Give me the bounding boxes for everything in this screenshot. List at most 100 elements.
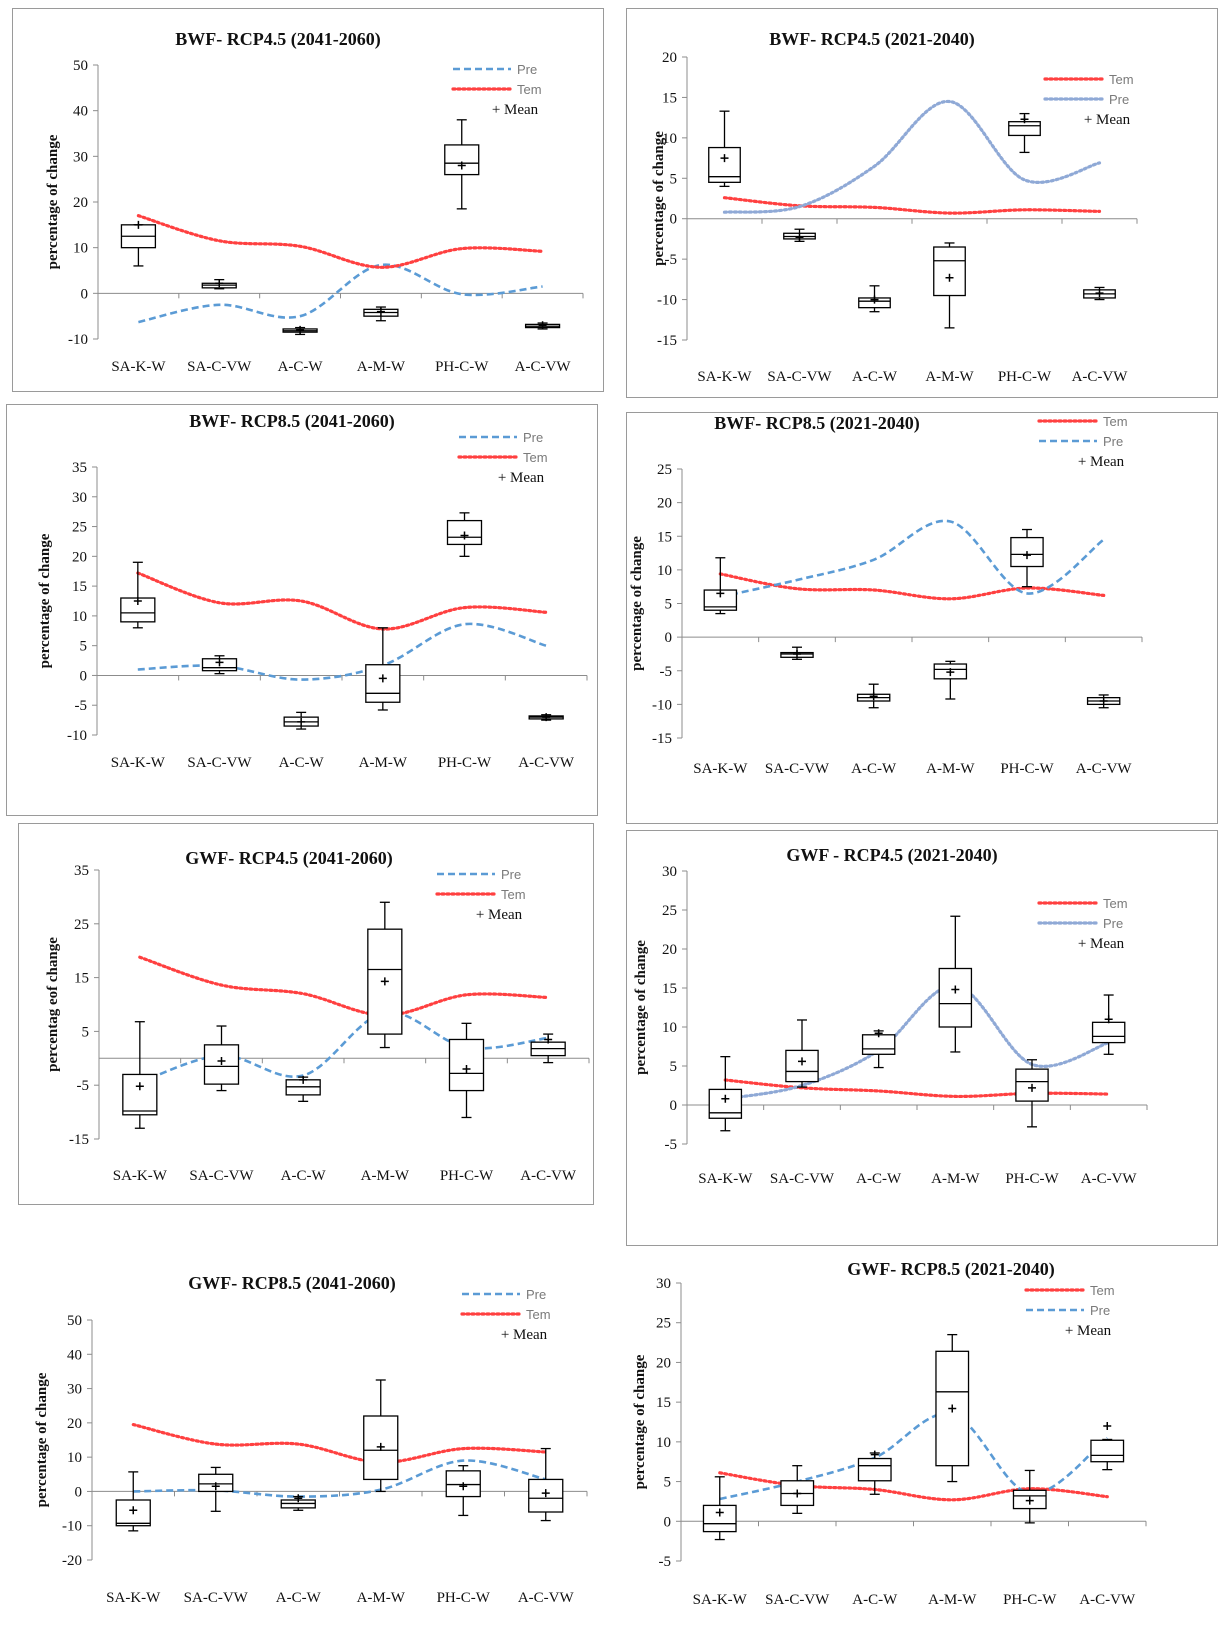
mean-marker [299, 1075, 308, 1084]
box-a-c-vw [1091, 994, 1126, 1055]
mean-marker [798, 1057, 806, 1066]
box-iqr [933, 246, 966, 297]
box-a-m-w [363, 1379, 399, 1493]
mean-marker [1103, 1421, 1112, 1430]
x-category-label: A-C-W [276, 1590, 322, 1606]
legend-label-tem: Tem [1103, 414, 1128, 429]
y-tick-label: -10 [67, 728, 87, 744]
box-iqr [861, 1034, 896, 1055]
series-line-pre [723, 984, 1111, 1101]
legend-mean: + Mean [1078, 936, 1125, 952]
chart-svg: GWF - RCP4.5 (2021-2040) percentage of ch… [633, 845, 1148, 1187]
legend-mean: + Mean [1065, 1323, 1112, 1339]
y-tick-label: 0 [670, 1098, 678, 1114]
legend-mean: + Mean [1084, 112, 1131, 128]
series-line-tem [723, 1078, 1111, 1099]
y-tick-label: 10 [662, 131, 677, 147]
y-tick-label: -10 [68, 332, 88, 348]
series-line-tem [138, 955, 550, 1017]
box-a-m-w [367, 901, 403, 1049]
legend-label-tem: Tem [526, 1307, 551, 1322]
x-category-label: SA-K-W [698, 1171, 753, 1187]
y-tick-label: 50 [73, 58, 88, 74]
legend-label-tem: Tem [1103, 896, 1128, 911]
mean-marker [869, 692, 878, 701]
chart-title: BWF- RCP4.5 (2041-2060) [175, 29, 380, 50]
chart-panel-gwf-rcp85-2021-2040: GWF- RCP8.5 (2021-2040) percentage of cha… [626, 1258, 1218, 1634]
chart-panel-gwf-rcp85-2041-2060: GWF- RCP8.5 (2041-2060) percentage of cha… [12, 1258, 592, 1634]
mean-marker [129, 1506, 138, 1515]
legend-label-pre: Pre [517, 62, 537, 77]
box-sa-k-w [122, 1021, 158, 1129]
mean-marker [376, 1442, 385, 1451]
mean-marker [951, 985, 960, 994]
y-tick-label: 30 [656, 1276, 671, 1292]
x-category-label: A-M-W [359, 755, 408, 771]
box-iqr [857, 1457, 892, 1482]
box-a-m-w [365, 627, 401, 711]
x-category-label: SA-K-W [113, 1168, 168, 1184]
series-line-tem [136, 214, 545, 269]
box-sa-c-vw [203, 1025, 240, 1092]
box-sa-c-vw [783, 228, 816, 243]
x-category-label: A-M-W [357, 359, 406, 375]
mean-marker [294, 1494, 303, 1503]
mean-marker [1028, 1083, 1036, 1092]
box-iqr [365, 664, 401, 703]
mean-marker [134, 220, 143, 229]
mean-marker [380, 977, 389, 986]
x-category-label: A-C-W [852, 1592, 898, 1608]
y-tick-label: 20 [656, 1355, 671, 1371]
x-category-label: A-M-W [931, 1171, 980, 1187]
mean-marker [215, 658, 224, 667]
box-sa-c-vw [780, 646, 814, 660]
y-axis-label: percentage of change [651, 131, 667, 266]
chart-panel-gwf-rcp45-2041-2060: GWF- RCP4.5 (2041-2060) percentag eof cha… [18, 823, 594, 1205]
chart-title: GWF- RCP8.5 (2021-2040) [847, 1259, 1054, 1280]
chart-panel-bwf-rcp85-2021-2040: BWF- RCP8.5 (2021-2040) percentage of cha… [626, 412, 1218, 824]
mean-marker [1020, 115, 1029, 124]
y-tick-label: 10 [72, 609, 87, 625]
x-category-label: A-C-VW [1081, 1171, 1138, 1187]
x-category-label: SA-K-W [111, 755, 166, 771]
x-category-label: A-C-W [856, 1171, 902, 1187]
chart-panel-bwf-rcp45-2021-2040: BWF- RCP4.5 (2021-2040) percentage of cha… [626, 8, 1218, 398]
x-category-label: A-C-VW [518, 1590, 575, 1606]
legend-mean: + Mean [1078, 454, 1125, 470]
x-category-label: A-C-W [279, 755, 325, 771]
box-sa-k-w [115, 1471, 151, 1532]
x-category-label: A-C-VW [520, 1168, 577, 1184]
mean-marker [716, 589, 725, 598]
chart-svg: BWF- RCP8.5 (2021-2040) percentage of cha… [629, 413, 1143, 777]
box-a-c-vw [528, 713, 564, 722]
chart-svg: BWF- RCP4.5 (2041-2060) percentage of cha… [45, 29, 584, 375]
mean-marker [459, 1482, 468, 1491]
box-ph-c-w [1012, 1469, 1047, 1524]
x-category-label: SA-K-W [106, 1590, 161, 1606]
y-tick-label: -15 [657, 333, 677, 349]
chart-title: GWF- RCP8.5 (2041-2060) [188, 1273, 395, 1294]
x-category-label: PH-C-W [1005, 1171, 1059, 1187]
legend-label-pre: Pre [1103, 916, 1123, 931]
legend-label-tem: Tem [1090, 1283, 1115, 1298]
y-tick-label: 25 [72, 520, 87, 536]
x-category-label: A-M-W [925, 369, 974, 385]
box-iqr [1008, 121, 1041, 137]
x-category-label: SA-C-VW [184, 1590, 249, 1606]
y-tick-label: 25 [74, 917, 89, 933]
x-category-label: A-C-VW [1079, 1592, 1136, 1608]
box-ph-c-w [444, 119, 480, 210]
box-a-c-w [861, 1029, 896, 1069]
x-category-label: A-C-W [281, 1168, 327, 1184]
legend-mean: + Mean [492, 102, 539, 118]
x-category-label: A-C-VW [1072, 369, 1129, 385]
mean-marker [376, 307, 385, 316]
chart-title: BWF- RCP8.5 (2021-2040) [714, 413, 919, 434]
y-tick-label: -15 [69, 1132, 89, 1148]
y-tick-label: 15 [657, 529, 672, 545]
box-sa-k-w [708, 1055, 743, 1132]
y-axis-label: percentage of change [45, 134, 61, 269]
y-tick-label: -10 [657, 293, 677, 309]
x-category-label: A-M-W [926, 761, 975, 777]
box-ph-c-w [445, 1465, 481, 1517]
